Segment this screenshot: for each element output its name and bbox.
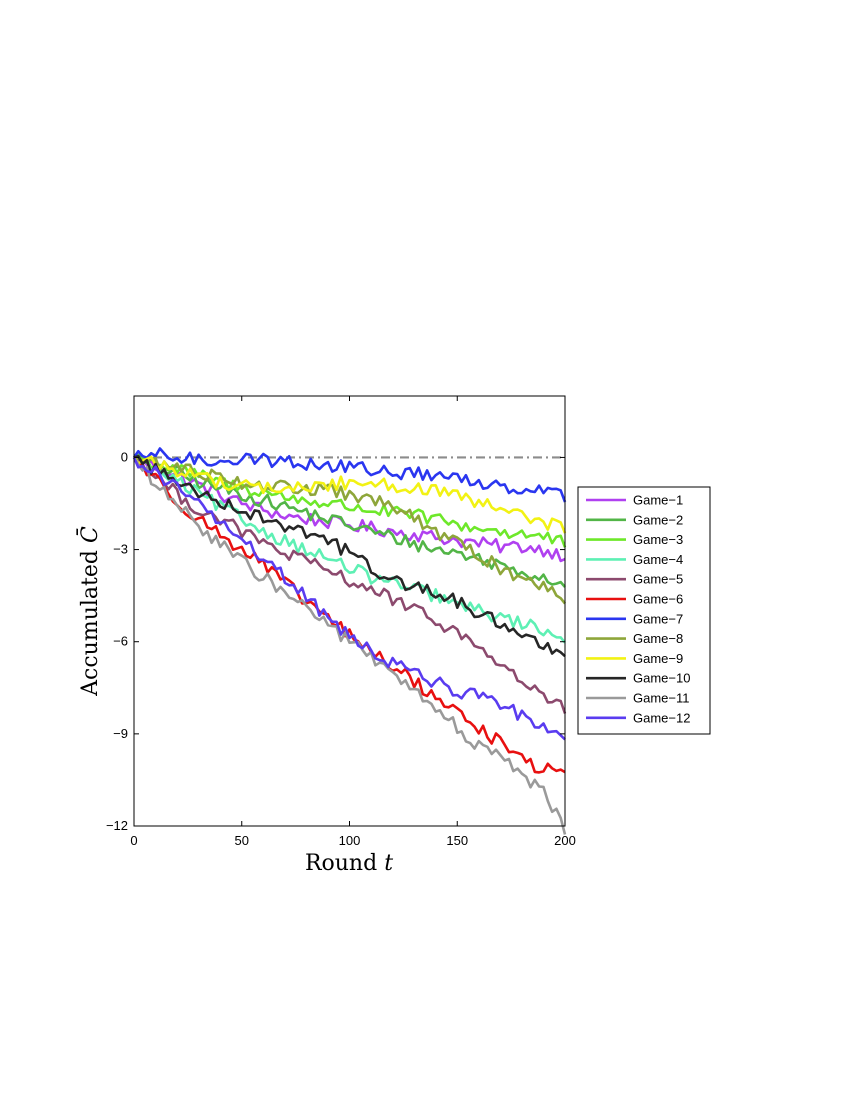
series-line-8 — [133, 456, 567, 605]
y-tick-label: −6 — [113, 634, 128, 649]
legend-label-3: Game−3 — [633, 532, 683, 547]
legend-label-6: Game−6 — [633, 592, 683, 607]
x-axis-title-var: t — [384, 851, 393, 876]
legend-label-11: Game−11 — [633, 691, 690, 706]
y-tick-label: −12 — [106, 818, 128, 833]
legend-label-12: Game−12 — [633, 710, 690, 725]
x-tick-label: 200 — [554, 833, 576, 848]
x-tick-label: 150 — [446, 833, 468, 848]
legend-label-5: Game−5 — [633, 572, 683, 587]
legend-label-2: Game−2 — [633, 512, 683, 527]
y-tick-label: −3 — [113, 542, 128, 557]
series-line-5 — [133, 456, 567, 714]
legend-label-8: Game−8 — [633, 631, 683, 646]
x-tick-label: 0 — [130, 833, 137, 848]
x-axis-title-text: Round — [305, 851, 377, 876]
y-tick-label: 0 — [121, 449, 128, 464]
series-line-7 — [132, 447, 567, 503]
legend: Game−1 Game−2 Game−3 Game−4 Game−5 Game−6 Game… — [577, 486, 711, 735]
series-line-6 — [132, 456, 566, 774]
series-line-12 — [132, 456, 566, 741]
x-tick-label: 50 — [235, 833, 249, 848]
legend-label-7: Game−7 — [633, 611, 683, 626]
x-axis-ticks: 0 50 100 150 200 — [130, 396, 576, 848]
legend-label-4: Game−4 — [633, 552, 683, 567]
series-line-11 — [132, 456, 567, 835]
x-tick-label: 100 — [339, 833, 361, 848]
x-axis-title: Round t — [305, 851, 393, 876]
y-axis-title-var: C̄ — [76, 526, 103, 543]
y-axis-title: Accumulated C̄ — [76, 526, 103, 697]
series-line-3 — [133, 456, 567, 548]
legend-label-9: Game−9 — [633, 651, 683, 666]
y-tick-label: −9 — [113, 726, 128, 741]
y-axis-ticks: 0 −3 −6 −9 −12 — [106, 449, 565, 833]
series-line-9 — [132, 455, 567, 534]
legend-box — [577, 486, 711, 735]
legend-label-10: Game−10 — [633, 671, 690, 686]
legend-label-1: Game−1 — [633, 493, 683, 508]
series-line-10 — [133, 454, 566, 658]
y-axis-title-text: Accumulated — [78, 550, 103, 697]
plot-lines — [132, 447, 567, 835]
plot-frame — [133, 395, 566, 827]
